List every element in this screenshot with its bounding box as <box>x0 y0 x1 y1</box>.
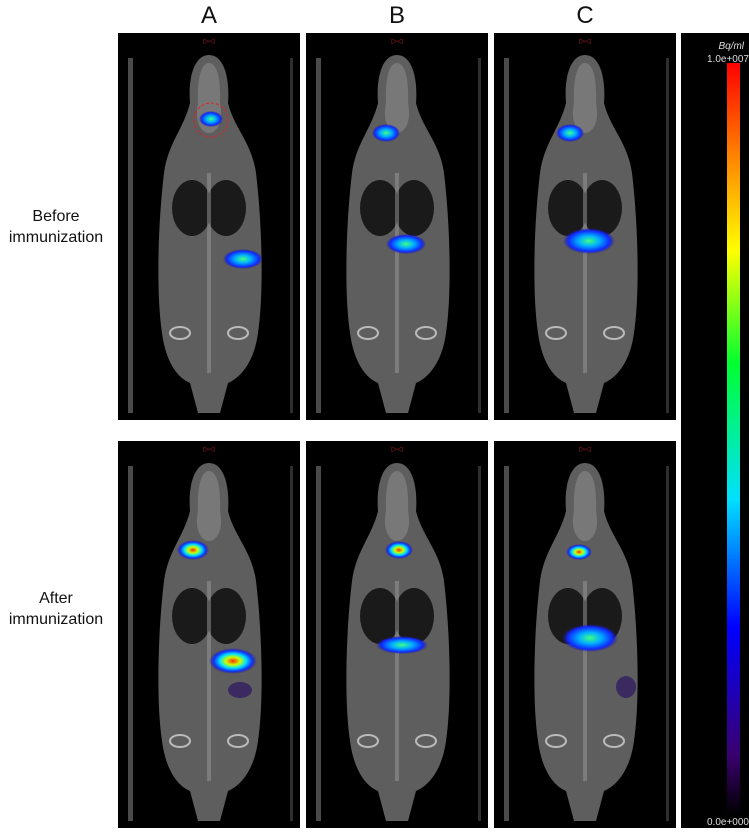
colorbar: Bq/ml 1.0e+007 0.0e+000 <box>681 33 749 828</box>
colorbar-max: 1.0e+007 <box>707 54 749 65</box>
column-label: B <box>388 2 405 29</box>
scan-panel <box>117 32 301 421</box>
scan-panel <box>305 440 489 829</box>
row-label-line: immunization <box>8 611 104 628</box>
column-label: C <box>576 2 594 29</box>
row-label-line: Before <box>32 208 80 225</box>
scan-panel <box>493 32 677 421</box>
scan-panel <box>305 32 489 421</box>
colorbar-unit: Bq/ml <box>718 41 744 52</box>
colorbar-min: 0.0e+000 <box>707 817 749 828</box>
row-label-line: immunization <box>8 229 104 246</box>
column-label: A <box>200 2 217 29</box>
scan-panel <box>117 440 301 829</box>
row-label: After immunization <box>0 588 112 630</box>
row-label: Before immunization <box>0 206 112 248</box>
row-label-line: After <box>39 590 73 607</box>
scan-panel <box>493 440 677 829</box>
